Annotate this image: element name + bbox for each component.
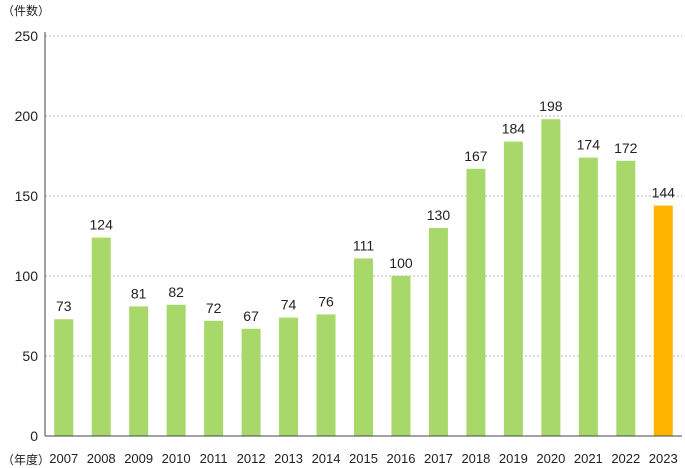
x-tick-label: 2016 xyxy=(387,451,416,465)
bar-2014 xyxy=(316,314,336,436)
bar-2015 xyxy=(354,258,373,436)
bar-2017 xyxy=(428,228,448,436)
bars xyxy=(54,119,673,437)
y-tick-label: 100 xyxy=(15,268,39,284)
bar-value-label: 82 xyxy=(168,284,184,300)
bar-value-label: 130 xyxy=(427,207,451,223)
x-tick-label: 2020 xyxy=(536,451,565,465)
bar-2009 xyxy=(129,306,149,436)
bar-value-label: 184 xyxy=(502,121,526,137)
x-tick-label: 2011 xyxy=(200,451,228,465)
bar-2016 xyxy=(391,276,411,436)
y-axis-unit-label: （件数） xyxy=(2,4,51,18)
bar-value-label: 73 xyxy=(56,298,72,314)
bar-2021 xyxy=(578,157,598,436)
bar-value-label: 74 xyxy=(281,297,297,313)
bar-value-label: 124 xyxy=(90,217,114,233)
y-tick-label: 150 xyxy=(15,188,39,204)
x-tick-label: 2010 xyxy=(162,451,191,465)
x-axis-unit-label: （年度） xyxy=(2,453,51,467)
bar-2012 xyxy=(241,328,261,436)
bar-value-label: 198 xyxy=(539,98,563,114)
value-labels: 73 124 81 82 72 67 74 76 111 100 130 167 184 198 174 17… xyxy=(56,98,675,324)
y-tick-label: 0 xyxy=(30,428,38,444)
x-axis-ticks: 2007 2008 2009 2010 2011 2012 2013 2014 2015 2016… xyxy=(49,451,677,465)
bar-value-label: 174 xyxy=(577,137,601,153)
x-tick-label: 2017 xyxy=(424,451,453,465)
bar-2010 xyxy=(166,304,186,436)
x-tick-label: 2013 xyxy=(274,451,303,465)
x-tick-label: 2019 xyxy=(499,451,528,465)
x-tick-label: 2021 xyxy=(574,451,603,465)
y-tick-label: 250 xyxy=(15,28,39,44)
bar-2020 xyxy=(541,119,561,436)
bar-value-label: 144 xyxy=(652,185,676,201)
bar-2019 xyxy=(503,141,523,436)
x-tick-label: 2007 xyxy=(49,451,78,465)
bar-2018 xyxy=(466,168,486,437)
bar-value-label: 111 xyxy=(353,237,374,253)
x-tick-label: 2009 xyxy=(124,451,153,465)
x-tick-label: 2023 xyxy=(649,451,678,465)
y-tick-label: 50 xyxy=(22,348,38,364)
x-tick-label: 2014 xyxy=(312,451,341,465)
x-tick-label: 2018 xyxy=(461,451,490,465)
bar-value-label: 72 xyxy=(206,300,222,316)
y-axis-ticks: 0 50 100 150 200 250 xyxy=(15,28,39,444)
bar-2008 xyxy=(91,237,111,436)
bar-2023 xyxy=(653,205,673,436)
x-tick-label: 2015 xyxy=(349,451,378,465)
bar-2007 xyxy=(54,319,74,436)
bar-value-label: 167 xyxy=(464,148,488,164)
bar-2011 xyxy=(204,320,224,436)
bar-value-label: 81 xyxy=(131,285,147,301)
bar-value-label: 76 xyxy=(318,293,334,309)
bar-value-label: 172 xyxy=(614,140,638,156)
bar-2022 xyxy=(616,160,636,437)
bar-2013 xyxy=(279,317,299,436)
bar-value-label: 67 xyxy=(243,308,259,324)
x-tick-label: 2008 xyxy=(87,451,116,465)
y-tick-label: 200 xyxy=(15,108,39,124)
x-tick-label: 2022 xyxy=(611,451,640,465)
bar-value-label: 100 xyxy=(389,255,413,271)
x-tick-label: 2012 xyxy=(237,451,266,465)
